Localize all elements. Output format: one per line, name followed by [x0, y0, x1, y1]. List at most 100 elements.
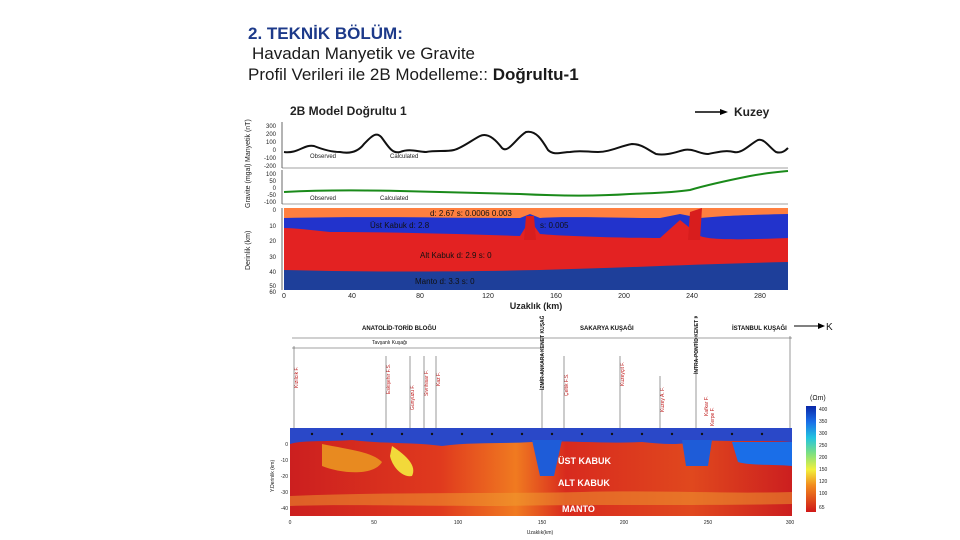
grav-ticks: 100 50 0 -50 -100	[264, 172, 277, 206]
fault-label: Kuzey A. F.	[660, 387, 666, 412]
section-x-tick: 0	[289, 520, 292, 526]
section-x-tick: 200	[620, 520, 629, 526]
mag-tick: 100	[266, 140, 277, 146]
grav-tick: 100	[266, 172, 277, 178]
section-ylabel: Y.Derinlik (km)	[270, 460, 276, 492]
section-x-ticks: 0 50 100 150 200 250 300	[289, 520, 795, 526]
station-markers	[310, 432, 764, 436]
layer-label-lower: Alt Kabuk d: 2.9 s: 0	[420, 251, 492, 260]
fault-label: Eskişehir F.S.	[386, 364, 392, 394]
section-y-tick: -40	[281, 506, 288, 512]
legend-value: 400	[819, 407, 828, 413]
model-x-tick: 160	[550, 293, 562, 300]
section-y-tick: -20	[281, 474, 288, 480]
section-x-tick: 300	[786, 520, 795, 526]
mantle-band	[290, 491, 792, 506]
resistive-top-band	[290, 428, 792, 446]
conductive-pocket-2	[390, 446, 414, 477]
fault-label: Çeltik F.S.	[564, 373, 570, 396]
depth-ylabel: Derinlik (km)	[245, 231, 252, 270]
layer-surface	[284, 208, 788, 218]
grav-tick: -50	[267, 193, 276, 199]
resistivity-figure: ANATOLİD-TORİD BLOĞU SAKARYA KUŞAĞI İSTA…	[270, 316, 833, 536]
model-x-tick: 80	[416, 293, 424, 300]
legend-values: 400 350 300 250 200 150 120 100 65	[819, 407, 828, 511]
grav-ylabel: Gravite (mgal)	[245, 164, 252, 208]
model-x-ticks: 0 40 80 120 160 200 240 280	[282, 293, 766, 300]
mag-ticks: 300 200 100 0 -100 -200	[264, 124, 277, 170]
red-wedge-1	[524, 216, 536, 240]
crust-label-upper: ÜST KABUK	[558, 456, 611, 466]
model-x-tick: 200	[618, 293, 630, 300]
fault-label: Günyüzü F.	[410, 385, 416, 410]
mag-tick: 300	[266, 124, 277, 130]
zone-istanbul: İSTANBUL KUŞAĞI	[732, 324, 787, 332]
red-wedge-2	[688, 208, 702, 240]
legend-title: (Ωm)	[810, 395, 826, 402]
depth-tick: 10	[269, 224, 276, 230]
depth-tick: 60	[269, 290, 276, 296]
zone-anatolid: ANATOLİD-TORİD BLOĞU	[362, 324, 436, 332]
fault-label: Kuzeyçit F.	[620, 362, 626, 386]
layer-label-upper: Üst Kabuk d: 2.8	[370, 221, 430, 230]
resistive-block-east	[732, 442, 792, 466]
subzone-label: Tavşanlı Kuşağı	[372, 340, 407, 346]
legend-value: 100	[819, 491, 828, 497]
grav-tick: -100	[264, 200, 277, 206]
subtitle-line-2-bold: Doğrultu-1	[492, 65, 579, 84]
legend-colorbar	[806, 406, 816, 512]
mag-ylabel: Manyetik (nT)	[245, 119, 252, 162]
mag-observed-curve	[283, 130, 789, 156]
section-y-tick: 0	[285, 442, 288, 448]
depth-tick: 40	[269, 270, 276, 276]
grav-legend-calculated: Calculated	[380, 196, 408, 202]
crust-label-mantle: MANTO	[562, 504, 595, 514]
model-xlabel: Uzaklık (km)	[510, 301, 563, 311]
legend-value: 120	[819, 479, 828, 485]
fault-label: Sivrihisar F.	[424, 370, 430, 396]
section-x-tick: 100	[454, 520, 463, 526]
fault-label: Kaz F.	[436, 372, 442, 386]
model-x-tick: 280	[754, 293, 766, 300]
section-y-tick: -30	[281, 490, 288, 496]
north-arrow-head-2	[818, 323, 825, 329]
resistive-root-2	[682, 440, 712, 466]
depth-tick: 0	[273, 208, 277, 214]
depth-tick: 30	[269, 255, 276, 261]
model-x-tick: 120	[482, 293, 494, 300]
depth-tick: 50	[269, 284, 276, 290]
north-arrow-head-1	[720, 109, 728, 115]
section-x-tick: 250	[704, 520, 713, 526]
layer-label-surface: d: 2.67 s: 0.0006 0.003	[430, 209, 512, 218]
depth-ticks: 0 10 20 30 40 50 60	[269, 208, 276, 296]
mag-tick: 200	[266, 132, 277, 138]
model-x-tick: 0	[282, 293, 286, 300]
legend-value: 65	[819, 505, 825, 511]
section-y-ticks: 0 -10 -20 -30 -40	[281, 442, 288, 512]
zone-sakarya: SAKARYA KUŞAĞI	[580, 324, 634, 332]
layer-label-upper-s: s: 0.005	[540, 221, 569, 230]
crust-label-lower: ALT KABUK	[558, 478, 610, 488]
fault-labels: Kızılcık F. Eskişehir F.S. Günyüzü F. Si…	[294, 362, 716, 426]
layer-label-mantle: Manto d: 3.3 s: 0	[415, 277, 475, 286]
section-x-tick: 150	[538, 520, 547, 526]
north-label-1: Kuzey	[734, 105, 770, 119]
slide-title: 2. TEKNİK BÖLÜM: Havadan Manyetik ve Gra…	[248, 24, 848, 86]
mag-tick: 0	[273, 148, 277, 154]
legend-value: 150	[819, 467, 828, 473]
resistive-root	[532, 440, 562, 476]
subtitle-line-2-text: Profil Verileri ile 2B Modelleme::	[248, 65, 493, 84]
grav-legend-observed: Observed	[310, 196, 336, 202]
model-title: 2B Model Doğrultu 1	[290, 104, 407, 118]
legend-value: 200	[819, 455, 828, 461]
legend-value: 350	[819, 419, 828, 425]
mag-tick: -200	[264, 164, 277, 170]
fault-label: Kerpe F.	[710, 407, 716, 426]
model-figure: 2B Model Doğrultu 1 Kuzey Manyetik (nT) …	[240, 100, 800, 314]
subtitle-line-2: Profil Verileri ile 2B Modelleme:: Doğru…	[248, 64, 848, 86]
fault-label: Kafkar F.	[704, 396, 710, 416]
model-x-tick: 40	[348, 293, 356, 300]
north-label-2: K	[826, 322, 833, 333]
section-xlabel: Uzaklık(km)	[527, 530, 554, 536]
subtitle-line-1: Havadan Manyetik ve Gravite	[252, 44, 475, 63]
